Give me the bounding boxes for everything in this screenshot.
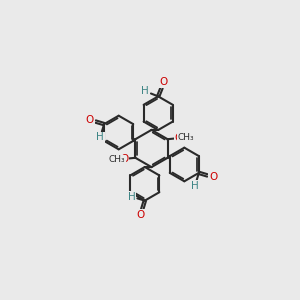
- Text: O: O: [160, 77, 168, 88]
- Text: H: H: [96, 132, 104, 142]
- Text: CH₃: CH₃: [178, 133, 194, 142]
- Text: H: H: [191, 181, 199, 191]
- Text: O: O: [120, 154, 128, 164]
- Text: O: O: [175, 133, 183, 143]
- Text: O: O: [209, 172, 218, 182]
- Text: H: H: [142, 86, 149, 96]
- Text: O: O: [85, 115, 94, 125]
- Text: H: H: [128, 192, 136, 202]
- Text: O: O: [136, 210, 145, 220]
- Text: CH₃: CH₃: [109, 155, 125, 164]
